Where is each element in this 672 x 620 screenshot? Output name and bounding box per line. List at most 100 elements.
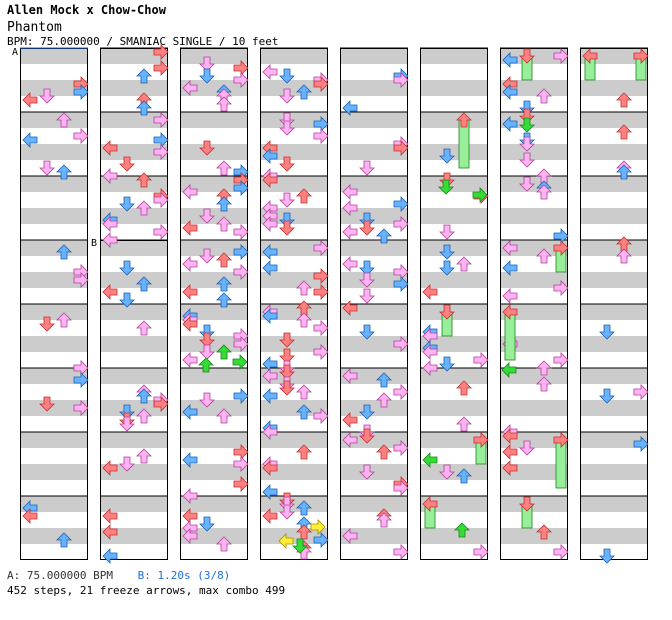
- beat-stripe: [420, 240, 488, 256]
- right-arrow-note: [633, 48, 649, 64]
- song-title: Allen Mock x Chow-Chow: [7, 3, 166, 17]
- left-arrow-note: [422, 344, 438, 360]
- left-arrow-note: [502, 52, 518, 68]
- down-arrow-note: [599, 548, 615, 564]
- left-arrow-note: [102, 216, 118, 232]
- left-arrow-note: [262, 508, 278, 524]
- up-arrow-note: [616, 164, 632, 180]
- beat-stripe: [180, 464, 248, 480]
- left-arrow-note: [342, 200, 358, 216]
- down-arrow-note: [39, 316, 55, 332]
- up-arrow-note: [136, 68, 152, 84]
- right-arrow-note: [633, 436, 649, 452]
- up-arrow-note: [56, 532, 72, 548]
- down-arrow-note: [119, 404, 135, 420]
- right-arrow-note: [473, 352, 489, 368]
- right-arrow-note: [393, 480, 409, 496]
- up-arrow-note: [136, 200, 152, 216]
- right-arrow-note: [473, 544, 489, 560]
- up-arrow-note: [296, 404, 312, 420]
- right-arrow-note: [73, 272, 89, 288]
- up-arrow-note: [296, 84, 312, 100]
- down-arrow-note: [199, 208, 215, 224]
- beat-stripe: [100, 496, 168, 512]
- left-arrow-note: [502, 240, 518, 256]
- beat-stripe: [260, 368, 328, 384]
- beat-stripe: [580, 144, 648, 160]
- down-arrow-note: [438, 179, 454, 195]
- beat-stripe: [20, 48, 88, 64]
- right-arrow-note: [553, 544, 569, 560]
- beat-stripe: [580, 336, 648, 352]
- left-arrow-note: [422, 452, 438, 468]
- up-arrow-note: [136, 100, 152, 116]
- beat-stripe: [340, 400, 408, 416]
- up-arrow-note: [296, 188, 312, 204]
- beat-stripe: [340, 528, 408, 544]
- down-arrow-note: [119, 416, 135, 432]
- beat-stripe: [500, 272, 568, 288]
- beat-stripe: [500, 144, 568, 160]
- left-arrow-note: [182, 284, 198, 300]
- beat-stripe: [100, 336, 168, 352]
- beat-stripe: [20, 240, 88, 256]
- right-arrow-note: [393, 196, 409, 212]
- left-arrow-note: [422, 360, 438, 376]
- left-arrow-note: [262, 172, 278, 188]
- down-arrow-note: [119, 456, 135, 472]
- beat-stripe: [580, 496, 648, 512]
- right-arrow-note: [153, 224, 169, 240]
- beat-stripe: [580, 112, 648, 128]
- down-arrow-note: [359, 272, 375, 288]
- right-arrow-note: [233, 456, 249, 472]
- left-arrow-note: [102, 168, 118, 184]
- right-arrow-note: [393, 140, 409, 156]
- left-arrow-note: [502, 260, 518, 276]
- left-arrow-note: [262, 368, 278, 384]
- down-arrow-note: [359, 428, 375, 444]
- left-arrow-note: [22, 92, 38, 108]
- down-arrow-note: [439, 148, 455, 164]
- up-arrow-note: [56, 112, 72, 128]
- chart-info: BPM: 75.000000 / SMANIAC SINGLE / 10 fee…: [7, 35, 279, 48]
- beat-stripe: [500, 208, 568, 224]
- down-arrow-note: [359, 324, 375, 340]
- down-arrow-note: [279, 112, 295, 128]
- right-arrow-note: [233, 224, 249, 240]
- left-arrow-note: [182, 80, 198, 96]
- beat-stripe: [500, 368, 568, 384]
- left-arrow-note: [182, 184, 198, 200]
- right-arrow-note: [393, 336, 409, 352]
- left-arrow-note: [342, 300, 358, 316]
- up-arrow-note: [296, 384, 312, 400]
- down-arrow-note: [279, 380, 295, 396]
- up-arrow-note: [454, 522, 470, 538]
- down-arrow-note: [279, 212, 295, 228]
- beat-stripe: [340, 144, 408, 160]
- down-arrow-note: [199, 344, 215, 360]
- beat-stripe: [340, 432, 408, 448]
- up-arrow-note: [136, 172, 152, 188]
- down-arrow-note: [359, 160, 375, 176]
- beat-stripe: [580, 176, 648, 192]
- beat-stripe: [180, 48, 248, 64]
- right-arrow-note: [73, 84, 89, 100]
- down-arrow-note: [359, 220, 375, 236]
- down-arrow-note: [119, 156, 135, 172]
- down-arrow-note: [199, 324, 215, 340]
- right-arrow-note: [233, 336, 249, 352]
- down-arrow-note: [359, 464, 375, 480]
- beat-stripe: [260, 48, 328, 64]
- up-arrow-note: [536, 524, 552, 540]
- down-arrow-note: [39, 160, 55, 176]
- up-arrow-note: [376, 512, 392, 528]
- down-arrow-note: [359, 404, 375, 420]
- beat-stripe: [420, 400, 488, 416]
- up-arrow-note: [296, 280, 312, 296]
- left-arrow-note: [501, 362, 517, 378]
- down-arrow-note: [519, 152, 535, 168]
- up-arrow-note: [136, 320, 152, 336]
- right-arrow-note: [313, 532, 329, 548]
- beat-stripe: [20, 80, 88, 96]
- up-arrow-note: [216, 408, 232, 424]
